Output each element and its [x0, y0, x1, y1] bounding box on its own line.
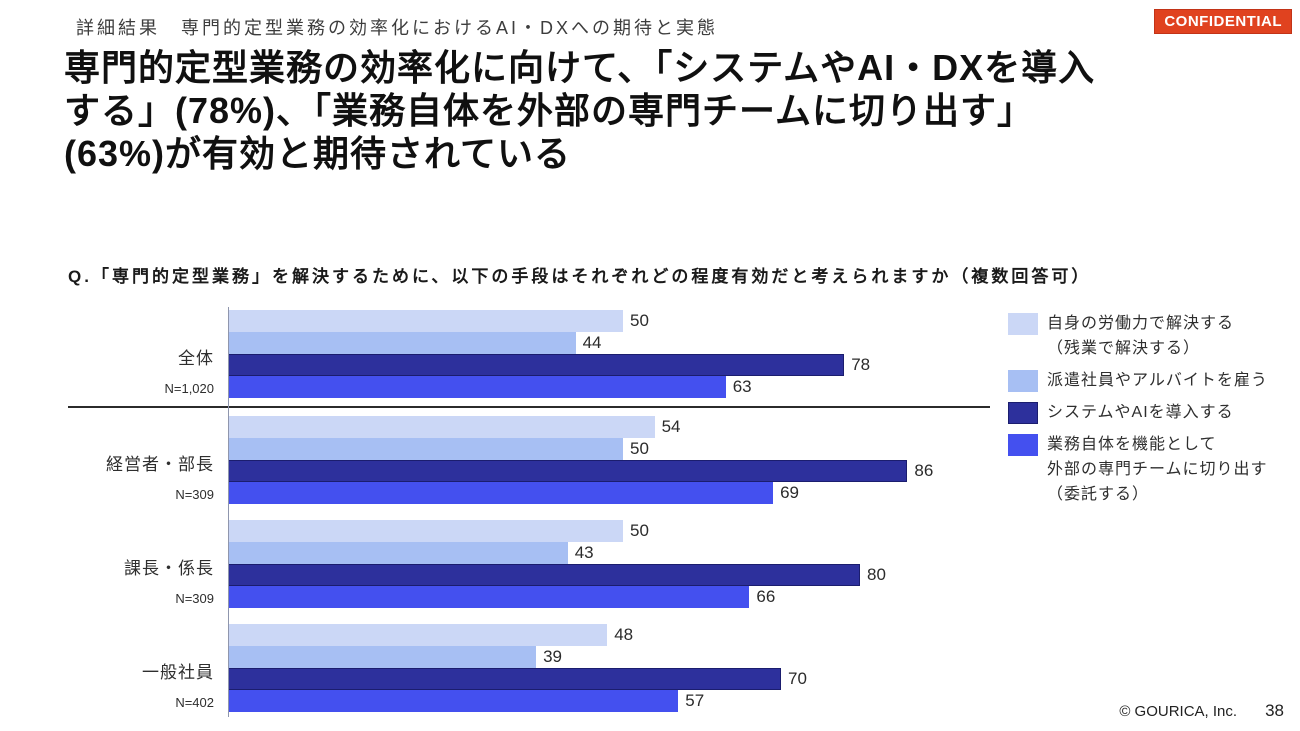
bar-series-2: [228, 354, 845, 376]
chart-axis-line: [228, 307, 229, 717]
category-label: 全体: [178, 349, 214, 368]
slide-footer: © GOURICA, Inc. 38: [1119, 701, 1284, 721]
bar-row: 43: [228, 542, 1018, 564]
bar-series-2: [228, 460, 908, 482]
bar-series-2: [228, 564, 860, 586]
bar-row: 86: [228, 460, 1018, 482]
group-bars: 54 50 86 69: [228, 416, 1018, 504]
bar-value-label: 86: [914, 461, 934, 480]
chart-legend: 自身の労働力で解決する （残業で解決する） 派遣社員やアルバイトを雇う システムやAI…: [1008, 311, 1300, 507]
legend-item-3: 業務自体を機能として 外部の専門チームに切り出す （委託する）: [1008, 432, 1300, 507]
sample-size-label: N=309: [175, 591, 214, 606]
bar-row: 69: [228, 482, 1018, 504]
bar-series-0: [228, 416, 655, 438]
bar-row: 50: [228, 438, 1018, 460]
group-bars: 50 44 78 63: [228, 310, 1018, 398]
bar-value-label: 54: [661, 417, 681, 436]
category-label-block: 経営者・部長 N=309: [68, 416, 228, 504]
legend-swatch: [1008, 434, 1038, 456]
category-label-block: 一般社員 N=402: [68, 624, 228, 712]
bar-chart: 全体 N=1,020 50 44 78 63 経営者・部長 N=309 54 50 86 69 課長・係…: [68, 307, 1018, 717]
category-label-block: 課長・係長 N=309: [68, 520, 228, 608]
copyright-text: © GOURICA, Inc.: [1119, 703, 1238, 720]
chart-group-3: 一般社員 N=402 48 39 70 57: [68, 624, 1018, 712]
bar-value-label: 50: [630, 311, 649, 330]
page-number: 38: [1265, 701, 1284, 720]
title-line-2: する」(78%)、「業務自体を外部の専門チームに切り出す」: [64, 90, 1034, 131]
title-line-3: (63%)が有効と期待されている: [64, 133, 571, 174]
bar-series-3: [228, 690, 679, 712]
bar-row: 44: [228, 332, 1018, 354]
chart-group-0: 全体 N=1,020 50 44 78 63: [68, 310, 1018, 398]
bar-value-label: 80: [867, 565, 886, 584]
bar-row: 78: [228, 354, 1018, 376]
category-label: 一般社員: [142, 663, 214, 682]
bar-series-1: [228, 646, 537, 668]
bar-value-label: 44: [582, 333, 602, 352]
legend-swatch: [1008, 402, 1038, 424]
legend-label: 業務自体を機能として 外部の専門チームに切り出す （委託する）: [1047, 436, 1268, 503]
bar-value-label: 69: [780, 483, 800, 502]
bar-value-label: 66: [756, 587, 776, 606]
group-bars: 48 39 70 57: [228, 624, 1018, 712]
bar-value-label: 63: [732, 377, 752, 396]
sample-size-label: N=402: [175, 695, 214, 710]
slide-title: 専門的定型業務の効率化に向けて、「システムやAI・DXを導入 する」(78%)、…: [64, 46, 1095, 175]
bar-row: 39: [228, 646, 1018, 668]
overall-separator-line: [68, 406, 990, 408]
bar-row: 63: [228, 376, 1018, 398]
bar-row: 57: [228, 690, 1018, 712]
category-label-block: 全体 N=1,020: [68, 310, 228, 398]
bar-row: 54: [228, 416, 1018, 438]
bar-series-3: [228, 586, 750, 608]
legend-item-2: システムやAIを導入する: [1008, 400, 1300, 425]
chart-group-1: 経営者・部長 N=309 54 50 86 69: [68, 416, 1018, 504]
bar-value-label: 48: [614, 625, 634, 644]
legend-item-1: 派遣社員やアルバイトを雇う: [1008, 368, 1300, 393]
bar-series-2: [228, 668, 781, 690]
bar-series-0: [228, 520, 623, 542]
bar-row: 50: [228, 520, 1018, 542]
bar-value-label: 57: [685, 691, 705, 710]
chart-groups: 全体 N=1,020 50 44 78 63 経営者・部長 N=309 54 50 86 69 課長・係…: [68, 310, 1018, 712]
bar-row: 48: [228, 624, 1018, 646]
legend-label: 派遣社員やアルバイトを雇う: [1047, 372, 1268, 389]
sample-size-label: N=1,020: [164, 381, 214, 396]
bar-row: 80: [228, 564, 1018, 586]
bar-series-3: [228, 376, 726, 398]
survey-question: Q.「専門的定型業務」を解決するために、以下の手段はそれぞれどの程度有効だと考え…: [68, 267, 1092, 286]
title-line-1: 専門的定型業務の効率化に向けて、「システムやAI・DXを導入: [64, 47, 1096, 88]
bar-series-1: [228, 332, 576, 354]
bar-row: 66: [228, 586, 1018, 608]
bar-value-label: 39: [543, 647, 563, 666]
legend-label: システムやAIを導入する: [1047, 404, 1234, 421]
confidential-badge: CONFIDENTIAL: [1154, 9, 1292, 34]
legend-label: 自身の労働力で解決する （残業で解決する）: [1047, 315, 1235, 357]
sample-size-label: N=309: [175, 487, 214, 502]
bar-value-label: 70: [788, 669, 807, 688]
bar-series-1: [228, 542, 568, 564]
bar-row: 50: [228, 310, 1018, 332]
bar-series-3: [228, 482, 774, 504]
chart-group-2: 課長・係長 N=309 50 43 80 66: [68, 520, 1018, 608]
bar-row: 70: [228, 668, 1018, 690]
bar-value-label: 43: [574, 543, 594, 562]
group-bars: 50 43 80 66: [228, 520, 1018, 608]
legend-swatch: [1008, 370, 1038, 392]
legend-item-0: 自身の労働力で解決する （残業で解決する）: [1008, 311, 1300, 361]
category-label: 経営者・部長: [106, 455, 214, 474]
bar-series-1: [228, 438, 623, 460]
bar-value-label: 50: [630, 439, 649, 458]
bar-series-0: [228, 624, 608, 646]
bar-value-label: 50: [630, 521, 649, 540]
bar-value-label: 78: [851, 355, 871, 374]
category-label: 課長・係長: [124, 559, 214, 578]
legend-swatch: [1008, 313, 1038, 335]
slide-eyebrow: 詳細結果 専門的定型業務の効率化におけるAI・DXへの期待と実態: [76, 18, 719, 38]
bar-series-0: [228, 310, 623, 332]
